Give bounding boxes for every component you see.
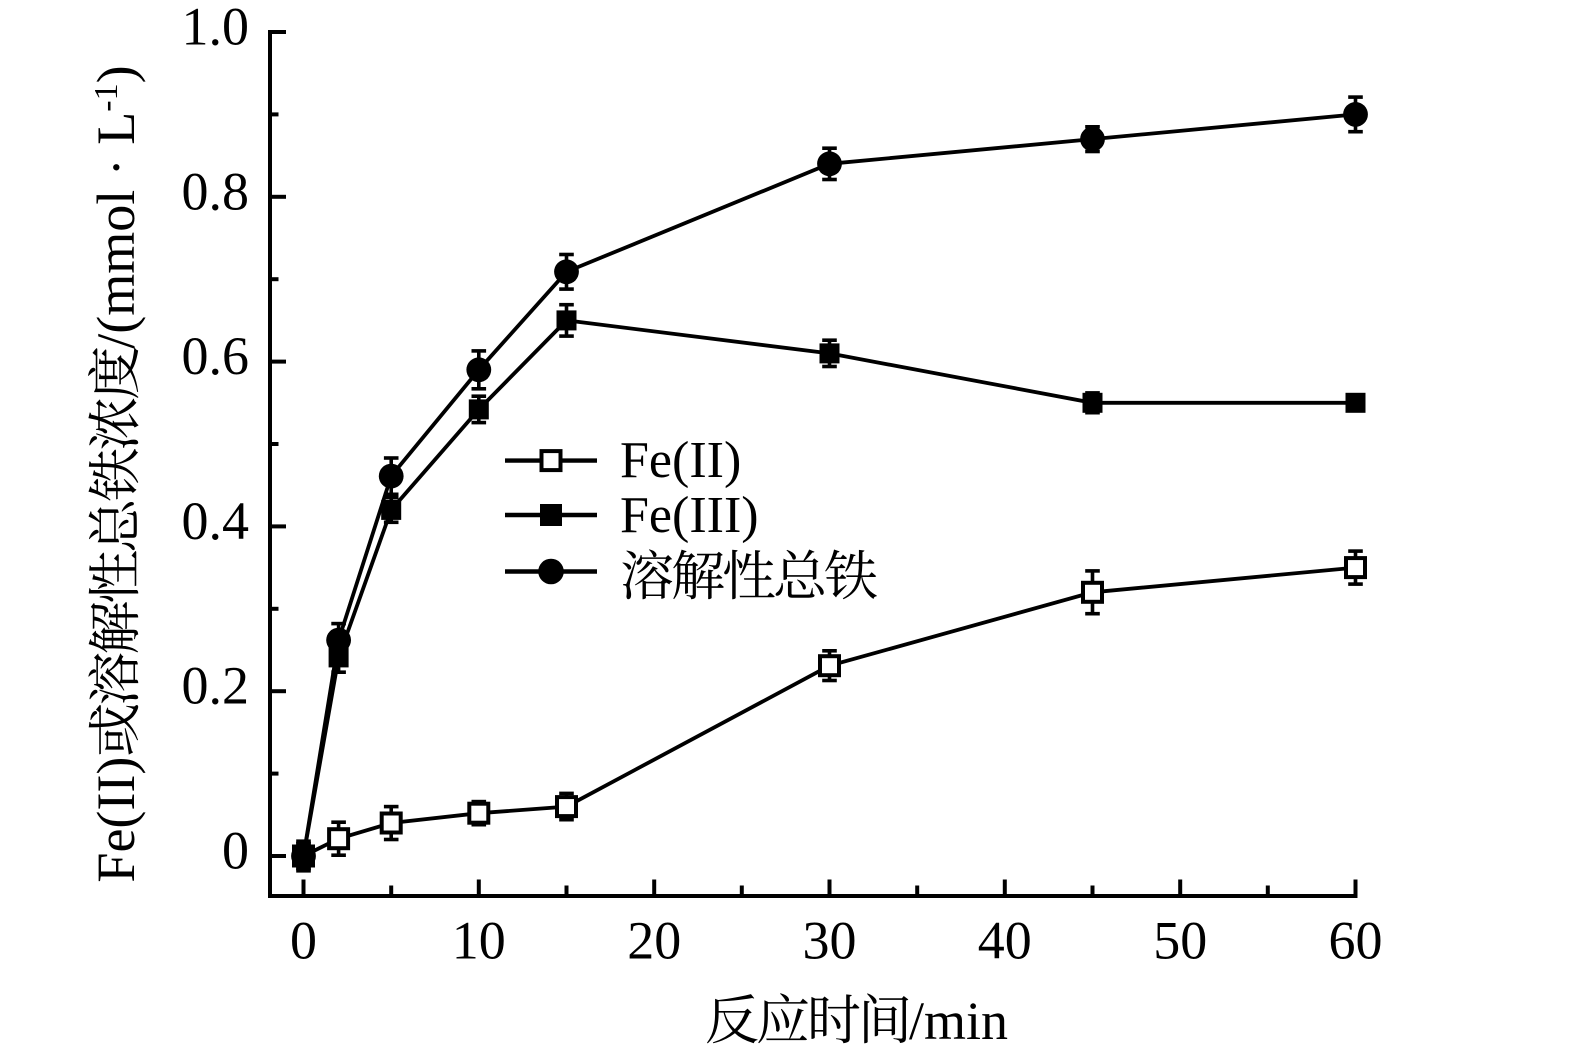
svg-text:Fe(II): Fe(II)	[620, 432, 741, 489]
svg-text:/(mmol · L-1): /(mmol · L-1)	[86, 65, 146, 348]
svg-text:0.4: 0.4	[182, 491, 250, 551]
svg-text:20: 20	[627, 911, 681, 971]
svg-text:Fe(II): Fe(II)	[86, 757, 146, 883]
svg-text:0: 0	[290, 911, 317, 971]
svg-text:/min: /min	[909, 991, 1008, 1051]
svg-text:50: 50	[1153, 911, 1207, 971]
svg-text:40: 40	[978, 911, 1032, 971]
svg-text:0.6: 0.6	[182, 326, 250, 386]
svg-text:0.2: 0.2	[182, 656, 250, 716]
svg-text:60: 60	[1329, 911, 1383, 971]
svg-text:30: 30	[803, 911, 857, 971]
svg-text:Fe(III): Fe(III)	[620, 487, 759, 544]
svg-text:0: 0	[222, 821, 249, 881]
svg-text:1.0: 1.0	[182, 0, 250, 57]
svg-text:10: 10	[452, 911, 506, 971]
svg-text:0.8: 0.8	[182, 161, 250, 221]
